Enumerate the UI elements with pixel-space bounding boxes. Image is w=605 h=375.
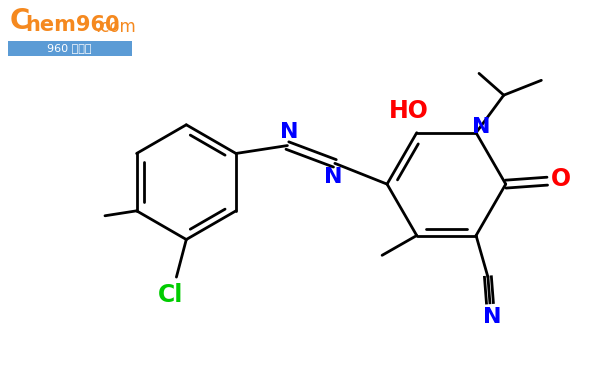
Text: hem960: hem960: [25, 15, 120, 35]
Text: O: O: [551, 167, 571, 191]
Text: N: N: [324, 167, 342, 187]
Text: 960 化工网: 960 化工网: [47, 43, 92, 53]
Text: N: N: [472, 117, 490, 137]
Text: N: N: [280, 122, 299, 142]
Text: N: N: [483, 307, 501, 327]
Text: .com: .com: [96, 18, 136, 36]
Text: HO: HO: [389, 99, 429, 123]
Bar: [8, 41, 132, 56]
Text: C: C: [9, 7, 30, 35]
Text: Cl: Cl: [158, 283, 183, 307]
